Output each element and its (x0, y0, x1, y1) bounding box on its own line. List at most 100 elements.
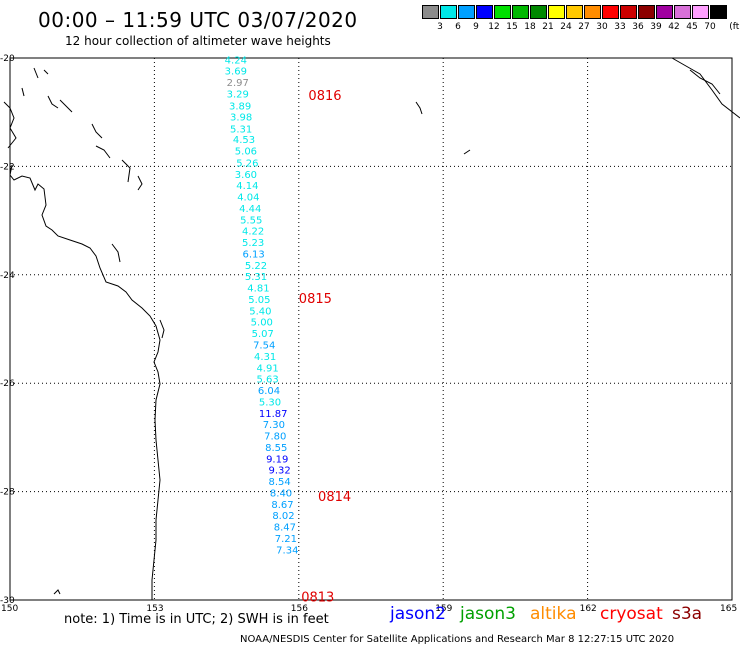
legend-level-label: 45 (686, 22, 698, 32)
pass-time-labels: 0816 0815 0814 0813 (299, 89, 351, 605)
legend-level-label: 33 (614, 22, 626, 32)
legend-swatch (512, 5, 529, 19)
legend-swatch (476, 5, 493, 19)
wave-height-value: 5.23 (242, 238, 264, 249)
small-islet (53, 589, 61, 595)
vanuatu-island (689, 69, 721, 95)
wave-height-value: 9.19 (266, 454, 288, 465)
island-11 (159, 319, 165, 339)
wave-height-value: 7.30 (263, 420, 285, 431)
island-2 (43, 69, 49, 75)
lon-tick-label: 159 (435, 604, 452, 614)
wave-height-value: 6.04 (258, 386, 280, 397)
wave-height-value: 5.00 (251, 318, 273, 329)
wave-height-value: 8.02 (272, 511, 294, 522)
wave-height-value: 2.97 (227, 78, 249, 89)
wave-height-value: 7.54 (253, 341, 275, 352)
wave-height-value: 3.60 (235, 170, 257, 181)
legend-swatch (530, 5, 547, 19)
wave-height-value: 4.53 (233, 135, 255, 146)
wave-height-value: 5.40 (249, 306, 271, 317)
lat-tick-label: -20 (0, 54, 15, 64)
legend-level-label: 42 (668, 22, 680, 32)
legend-level-label: 9 (473, 22, 479, 32)
legend-swatch (422, 5, 439, 19)
legend-swatch (458, 5, 475, 19)
lon-tick-label: 153 (146, 604, 163, 614)
wave-height-value: 5.07 (252, 329, 274, 340)
legend-level-label: 39 (650, 22, 662, 32)
wave-height-value: 8.40 (270, 488, 292, 499)
island-1 (33, 67, 39, 79)
island-10 (111, 243, 121, 263)
wave-height-value: 8.55 (265, 443, 287, 454)
legend-swatch (674, 5, 691, 19)
wave-height-value: 4.31 (254, 352, 276, 363)
legend-level-label: 3 (437, 22, 443, 32)
legend-swatch (638, 5, 655, 19)
island-8 (121, 159, 131, 183)
wave-height-value: 8.47 (274, 523, 296, 534)
australia-coast (9, 164, 161, 600)
wave-height-value: 7.21 (275, 534, 297, 545)
wave-height-value: 3.69 (225, 66, 247, 77)
lat-tick-label: -28 (0, 488, 15, 498)
wave-height-value: 5.26 (236, 158, 258, 169)
legend-swatch (656, 5, 673, 19)
wave-height-value: 5.31 (245, 272, 267, 283)
lat-tick-label: -30 (0, 596, 15, 606)
credit-line: NOAA/NESDIS Center for Satellite Applica… (240, 634, 675, 645)
map-frame (9, 57, 733, 601)
legend-level-label: 15 (506, 22, 518, 32)
vanuatu-fragment (671, 57, 740, 119)
legend-swatch (566, 5, 583, 19)
island-3 (21, 87, 25, 97)
legend-swatch (548, 5, 565, 19)
legend-swatch (710, 5, 727, 19)
legend-level-label: 27 (578, 22, 590, 32)
legend-swatch (494, 5, 511, 19)
island-6 (91, 123, 103, 139)
mission-label-jason2: jason2 (390, 604, 446, 624)
wave-height-value: 5.63 (256, 375, 278, 386)
wave-height-value: 4.24 (225, 55, 247, 66)
wave-height-value: 8.54 (268, 477, 290, 488)
wave-height-value: 7.80 (264, 432, 286, 443)
new-caledonia-2 (463, 149, 471, 155)
wave-height-value: 5.05 (248, 295, 270, 306)
wave-height-value: 4.22 (242, 227, 264, 238)
legend-swatch (692, 5, 709, 19)
legend-level-label: 30 (596, 22, 608, 32)
map-subtitle: 12 hour collection of altimeter wave hei… (65, 34, 331, 48)
mission-label-cryosat: cryosat (600, 604, 663, 624)
legend-level-label: 6 (455, 22, 461, 32)
lon-tick-label: 165 (720, 604, 737, 614)
wave-height-value: 4.04 (237, 193, 259, 204)
wave-height-value: 7.34 (276, 545, 298, 556)
wave-height-value: 4.91 (256, 363, 278, 374)
island-4 (47, 95, 59, 109)
island-5 (59, 99, 73, 113)
lon-tick-label: 156 (291, 604, 308, 614)
wave-height-value: 3.89 (229, 101, 251, 112)
legend-swatch (584, 5, 601, 19)
island-9 (137, 175, 143, 191)
wave-height-value: 11.87 (259, 409, 288, 420)
legend-level-label: 18 (524, 22, 536, 32)
wave-height-value: 6.13 (242, 249, 264, 260)
wave-height-value: 5.30 (259, 397, 281, 408)
wave-height-value: 9.32 (268, 466, 290, 477)
wave-height-value: 4.14 (236, 181, 258, 192)
legend-level-label: 36 (632, 22, 644, 32)
legend-swatch (620, 5, 637, 19)
legend-swatch (602, 5, 619, 19)
legend-level-label: 24 (560, 22, 572, 32)
wave-height-value: 4.44 (239, 204, 261, 215)
altimeter-track: 4.243.692.973.293.893.985.314.535.065.26… (225, 55, 299, 556)
pass-time-label: 0816 (308, 89, 341, 104)
legend-level-label: 12 (488, 22, 500, 32)
lat-tick-label: -24 (0, 271, 15, 281)
mission-label-s3a: s3a (672, 604, 703, 624)
wave-height-value: 3.29 (227, 90, 249, 101)
